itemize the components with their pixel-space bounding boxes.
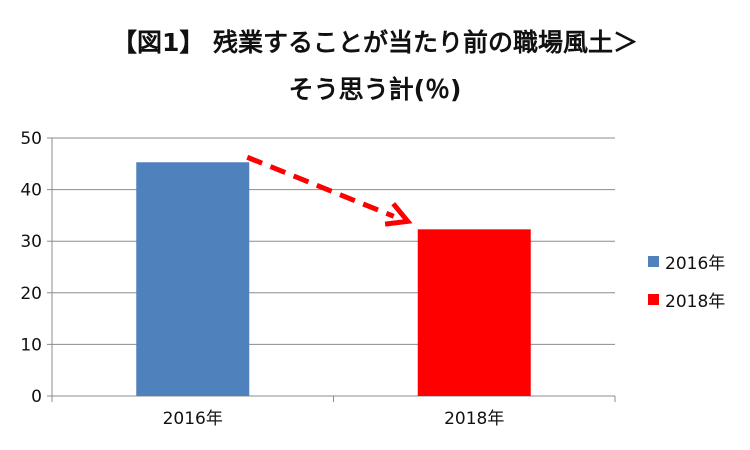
chart-title-line-2: そう思う計(％) — [288, 75, 462, 104]
bar-2018年 — [417, 229, 531, 396]
legend-item-2016: 2016年 — [648, 250, 726, 274]
legend-swatch-2018 — [648, 293, 659, 305]
legend-swatch-2016 — [648, 255, 659, 267]
legend-item-2018: 2018年 — [648, 288, 726, 312]
legend-label-2016: 2016年 — [665, 253, 726, 274]
y-tick-label-30: 30 — [20, 232, 42, 252]
y-tick-label-50: 50 — [20, 129, 42, 149]
y-tick-label-20: 20 — [20, 284, 42, 304]
trend-arrow-head — [384, 202, 413, 227]
legend-label-2018: 2018年 — [665, 291, 726, 312]
x-tick-label-2018年: 2018年 — [444, 409, 504, 429]
x-tick-label-2016年: 2016年 — [163, 409, 223, 429]
y-tick-label-0: 0 — [31, 387, 42, 407]
trend-arrow — [246, 154, 413, 227]
bars — [136, 162, 531, 396]
y-tick-label-40: 40 — [20, 181, 42, 201]
legend: 2016年 2018年 — [648, 250, 725, 326]
tick-labels: 0 10 20 30 40 50 2016年 2018年 — [20, 129, 504, 429]
trend-arrow-shaft — [246, 154, 395, 219]
chart-title-line-1: 【図1】 残業することが当たり前の職場風土＞ — [111, 28, 639, 57]
bar-2016年 — [136, 162, 250, 396]
y-tick-label-10: 10 — [20, 335, 42, 355]
